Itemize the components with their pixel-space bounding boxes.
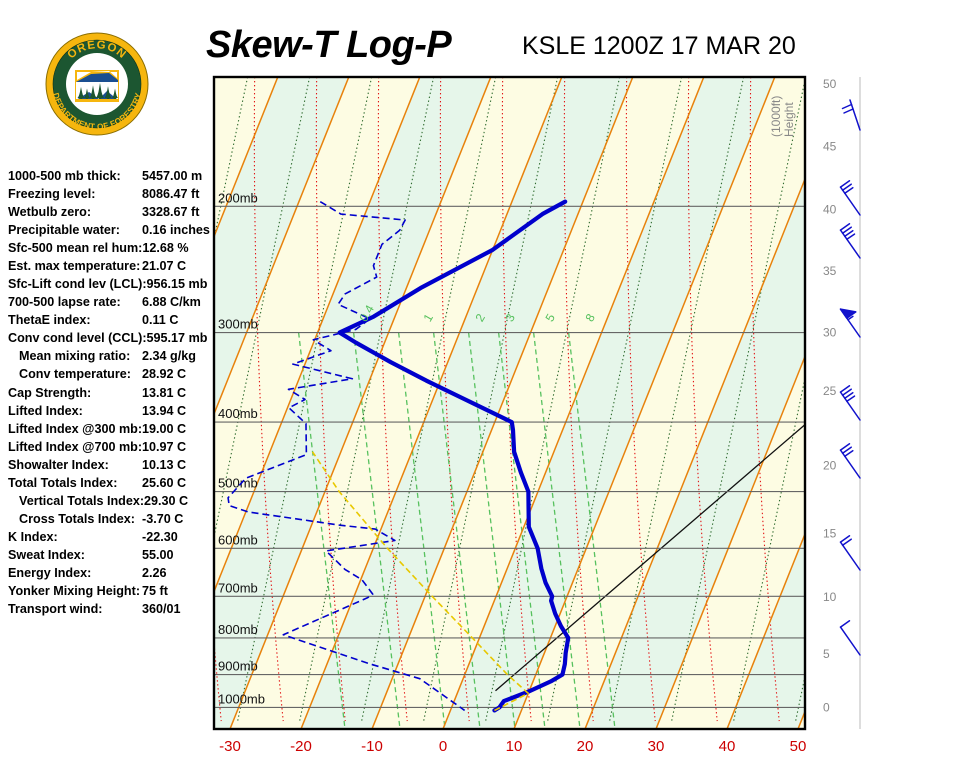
svg-text:600mb: 600mb [218, 532, 258, 547]
svg-text:5: 5 [823, 647, 830, 661]
svg-text:20: 20 [577, 738, 594, 755]
svg-text:50: 50 [823, 77, 837, 91]
svg-text:500mb: 500mb [218, 476, 258, 491]
svg-text:300mb: 300mb [218, 317, 258, 332]
svg-text:10: 10 [823, 590, 837, 604]
svg-text:800mb: 800mb [218, 622, 258, 637]
svg-text:-30: -30 [219, 738, 241, 755]
svg-text:35: 35 [823, 264, 837, 278]
svg-text:Height: Height [782, 102, 796, 137]
svg-text:30: 30 [823, 326, 837, 340]
svg-text:25: 25 [823, 384, 837, 398]
svg-text:0: 0 [823, 700, 830, 714]
svg-text:900mb: 900mb [218, 659, 258, 674]
svg-text:10: 10 [506, 738, 523, 755]
svg-text:-10: -10 [361, 738, 383, 755]
svg-text:1000mb: 1000mb [218, 691, 265, 706]
svg-text:40: 40 [823, 202, 837, 216]
svg-text:0: 0 [439, 738, 447, 755]
svg-text:700mb: 700mb [218, 580, 258, 595]
svg-text:50: 50 [790, 738, 807, 755]
svg-text:45: 45 [823, 140, 837, 154]
svg-text:200mb: 200mb [218, 190, 258, 205]
svg-text:400mb: 400mb [218, 406, 258, 421]
svg-text:-20: -20 [290, 738, 312, 755]
svg-text:15: 15 [823, 527, 837, 541]
svg-text:20: 20 [823, 459, 837, 473]
svg-text:30: 30 [648, 738, 665, 755]
svg-text:(1000ft): (1000ft) [769, 96, 783, 137]
svg-text:40: 40 [719, 738, 736, 755]
